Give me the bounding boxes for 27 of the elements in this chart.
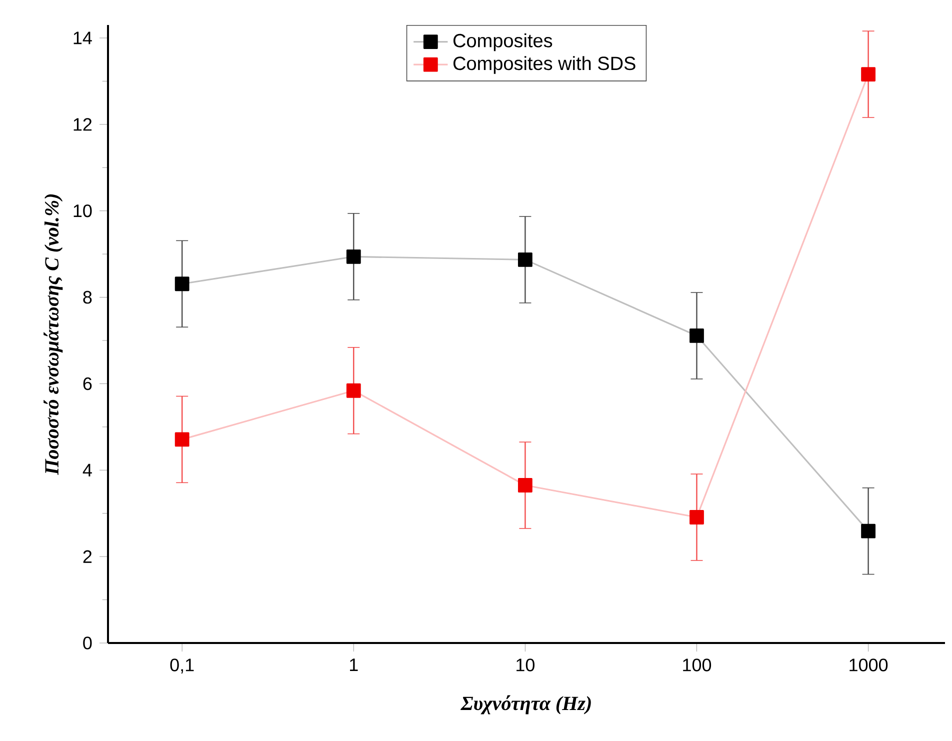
point: [690, 510, 704, 524]
point: [174, 432, 190, 447]
y-axis-title: Ποσοστό ενσωμάτωσης C (vol.%): [44, 194, 63, 476]
x-tick-label: 10: [516, 658, 534, 672]
y-tick-label: 2: [83, 550, 92, 563]
point: [518, 252, 532, 267]
point: [690, 328, 704, 343]
legend-label: Composites with SDS: [453, 56, 636, 74]
point: [518, 478, 532, 492]
point: [861, 67, 876, 82]
legend-label: Composites: [453, 33, 552, 52]
point: [174, 276, 190, 292]
y-tick-label: 0: [83, 636, 92, 650]
x-tick-label: 100: [683, 658, 712, 672]
point: [346, 249, 361, 264]
y-tick-label: 8: [83, 290, 92, 304]
y-tick-label: 6: [83, 377, 92, 390]
y-tick-label: 12: [74, 118, 92, 131]
y-tick-label: 4: [82, 464, 92, 476]
x-tick-label: 1: [350, 658, 358, 671]
y-tick-label: 10: [74, 204, 92, 218]
x-tick-label: 1000: [850, 658, 888, 672]
point: [346, 383, 361, 398]
x-axis-title: Συχνότητα (Hz): [460, 695, 591, 714]
x-tick-label: 0,1: [170, 658, 194, 674]
point: [861, 524, 876, 538]
y-tick-label: 14: [74, 32, 92, 44]
